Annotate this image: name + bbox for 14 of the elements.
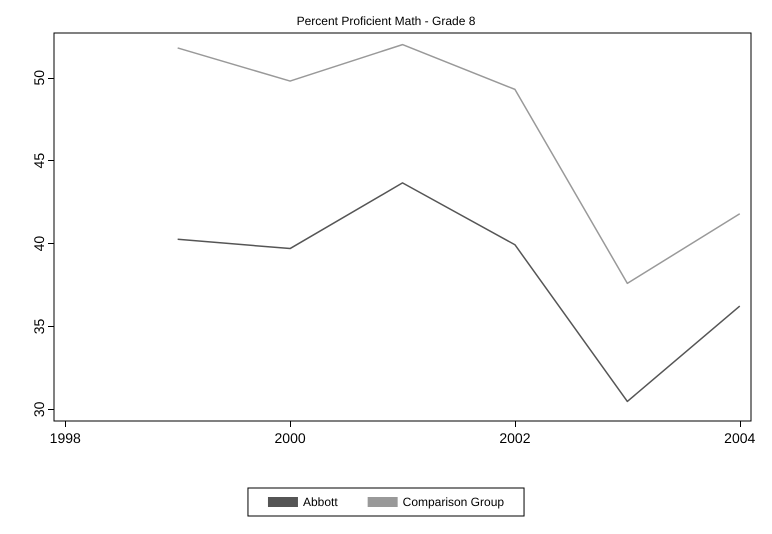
x-tick-label: 2000 (274, 430, 306, 446)
x-tick-label: 2004 (724, 430, 756, 446)
chart-title: Percent Proficient Math - Grade 8 (296, 14, 476, 28)
y-tick-label: 45 (31, 152, 47, 168)
line-series (176, 44, 741, 284)
legend-label: Comparison Group (402, 495, 504, 509)
y-tick-label: 35 (31, 318, 47, 334)
y-tick-label: 40 (31, 236, 47, 252)
x-tick-label: 2002 (499, 430, 531, 446)
y-tick-label: 50 (31, 70, 47, 86)
legend-label: Abbott (302, 495, 338, 509)
line-series (176, 182, 741, 402)
y-tick-label: 30 (31, 401, 47, 418)
x-tick-label: 1998 (50, 430, 82, 446)
